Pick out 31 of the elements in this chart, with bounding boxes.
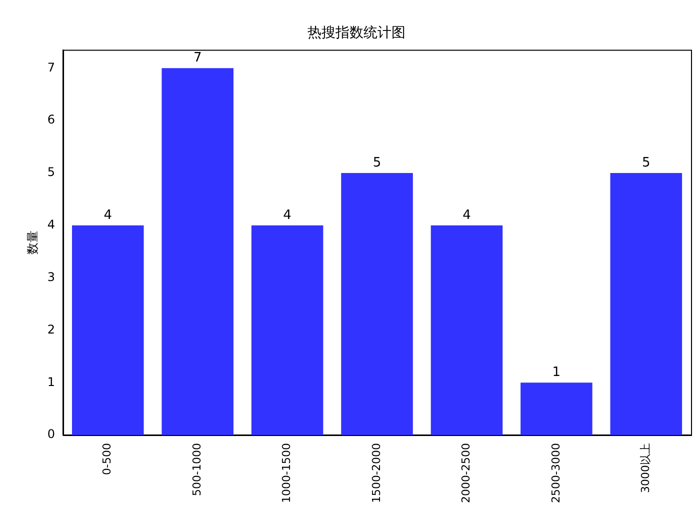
x-tick-label: 1000-1500 — [280, 443, 294, 504]
y-tick-label: 4 — [47, 218, 56, 232]
bar — [251, 225, 324, 436]
y-axis-title: 数量 — [25, 230, 40, 254]
y-tick-label: 0 — [47, 427, 56, 442]
y-tick-label: 1 — [47, 374, 56, 389]
data-label: 4 — [104, 208, 112, 223]
bar — [520, 382, 592, 436]
bar — [610, 172, 682, 436]
x-tick-label: 0-500 — [100, 443, 114, 476]
x-tick-label: 2000-2500 — [460, 443, 473, 504]
x-tick-label: 500-1000 — [190, 443, 204, 496]
y-tick-label: 6 — [47, 112, 56, 127]
data-label: 4 — [462, 208, 471, 223]
data-label: 7 — [193, 50, 202, 66]
bar — [430, 225, 503, 436]
data-label: 1 — [552, 365, 561, 380]
x-tick-label: 3000以上 — [639, 443, 652, 494]
x-tick-label: 1500-2000 — [370, 443, 383, 504]
data-label: 5 — [642, 155, 650, 170]
y-tick-label: 3 — [47, 270, 56, 284]
y-tick-label: 7 — [47, 60, 56, 74]
bar — [162, 68, 234, 436]
x-tick-label: 2500-3000 — [549, 443, 562, 504]
bar — [72, 225, 144, 436]
data-label: 4 — [283, 208, 292, 223]
chart-title: 热搜指数统计图 — [308, 25, 406, 42]
y-tick-label: 2 — [47, 322, 56, 336]
data-label: 5 — [372, 155, 382, 170]
y-tick-label: 5 — [47, 165, 56, 180]
bar — [341, 172, 413, 436]
